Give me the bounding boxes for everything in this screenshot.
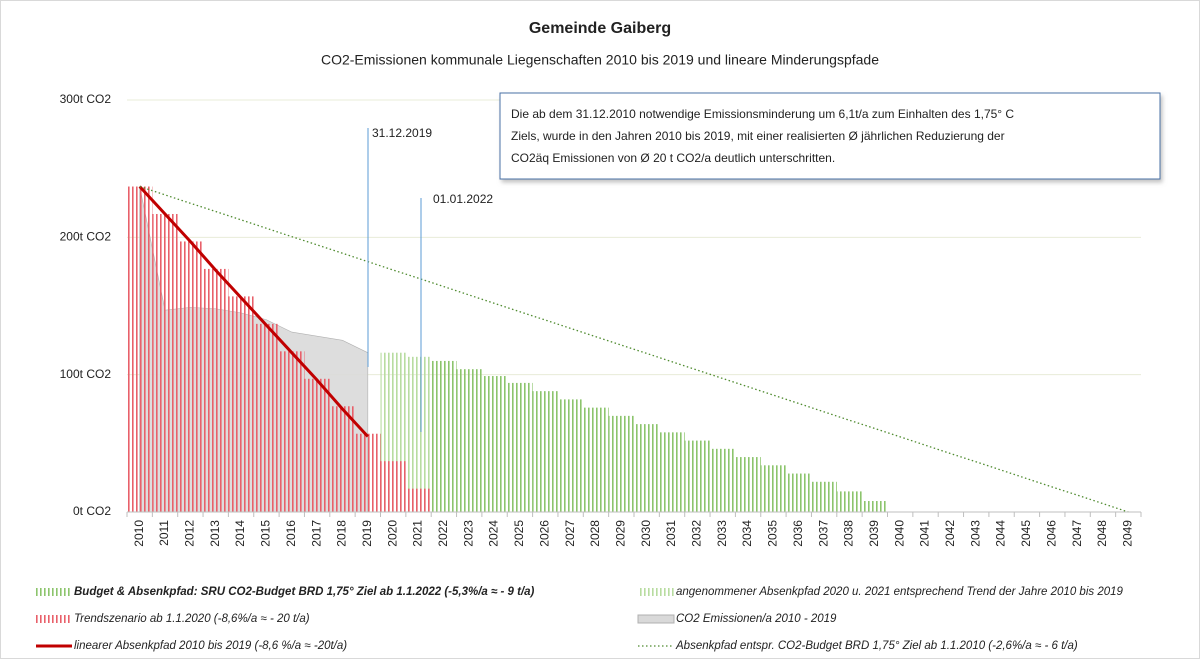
legend-swatch — [637, 614, 675, 624]
note-line: Die ab dem 31.12.2010 notwendige Emissio… — [511, 107, 1014, 121]
bar — [279, 351, 305, 512]
y-tick-label: 100t CO2 — [60, 367, 112, 381]
bar — [760, 465, 787, 512]
x-tick-label: 2048 — [1095, 520, 1109, 547]
x-tick-label: 2024 — [487, 520, 501, 547]
bar — [684, 440, 711, 512]
x-tick-label: 2036 — [791, 520, 805, 547]
x-tick-label: 2035 — [766, 520, 780, 547]
x-tick-label: 2049 — [1120, 520, 1134, 547]
bar — [127, 186, 153, 512]
x-tick-label: 2014 — [233, 520, 247, 547]
bar — [253, 323, 280, 512]
legend: Budget & Absenkpfad: SRU CO2-Budget BRD … — [36, 586, 1124, 652]
y-tick-label: 300t CO2 — [60, 92, 112, 106]
bar — [710, 448, 736, 512]
x-tick-label: 2044 — [994, 520, 1008, 547]
legend-label: Trendszenario ab 1.1.2020 (-8,6%/a ≈ - 2… — [74, 613, 310, 625]
bar — [380, 461, 406, 512]
bar — [355, 433, 381, 512]
x-tick-label: 2026 — [537, 520, 551, 547]
x-tick-label: 2022 — [436, 520, 450, 547]
bar — [507, 382, 533, 512]
x-tick-label: 2023 — [461, 520, 475, 547]
legend-label: angenommener Absenkpfad 2020 u. 2021 ent… — [676, 586, 1124, 598]
bar — [735, 457, 761, 512]
x-tick-label: 2013 — [208, 520, 222, 547]
x-tick-label: 2016 — [284, 520, 298, 547]
legend-swatch — [36, 588, 72, 596]
line — [138, 185, 369, 438]
x-tick-label: 2028 — [588, 520, 602, 547]
bar — [811, 481, 837, 512]
x-tick-label: 2046 — [1044, 520, 1058, 547]
x-tick-label: 2019 — [360, 520, 374, 547]
y-tick-label: 200t CO2 — [60, 230, 112, 244]
x-tick-label: 2030 — [639, 520, 653, 547]
plot-area — [126, 99, 1142, 517]
bar — [532, 391, 558, 512]
x-tick-label: 2031 — [664, 520, 678, 547]
x-tick-label: 2043 — [968, 520, 982, 547]
note-box — [499, 92, 1161, 180]
chart-subtitle: CO2-Emissionen kommunale Liegenschaften … — [321, 52, 879, 68]
y-tick-label: 0t CO2 — [73, 504, 111, 518]
x-tick-label: 2039 — [867, 520, 881, 547]
x-tick-label: 2041 — [918, 520, 932, 547]
bar — [583, 407, 609, 512]
bar — [304, 378, 330, 512]
legend-label: linearer Absenkpfad 2010 bis 2019 (-8,6 … — [74, 640, 347, 652]
legend-swatch — [638, 588, 674, 596]
x-tick-label: 2032 — [690, 520, 704, 547]
x-tick-label: 2015 — [259, 520, 273, 547]
x-tick-label: 2040 — [892, 520, 906, 547]
bar — [557, 399, 584, 512]
bar — [634, 424, 660, 512]
x-tick-label: 2038 — [842, 520, 856, 547]
x-tick-label: 2020 — [385, 520, 399, 547]
x-tick-label: 2033 — [715, 520, 729, 547]
x-tick-label: 2025 — [512, 520, 526, 547]
bar — [228, 296, 254, 512]
legend-label: Absenkpfad entspr. CO2-Budget BRD 1,75° … — [675, 640, 1078, 652]
chart-title: Gemeinde Gaiberg — [529, 20, 671, 37]
bar — [862, 501, 888, 512]
bar — [659, 432, 685, 512]
note-line: CO2äq Emissionen von Ø 20 t CO2/a deutli… — [511, 151, 835, 165]
x-tick-label: 2047 — [1070, 520, 1084, 547]
x-tick-label: 2021 — [411, 520, 425, 547]
annotation-label: 01.01.2022 — [433, 192, 493, 206]
annotation-label: 31.12.2019 — [372, 126, 432, 140]
x-tick-label: 2037 — [816, 520, 830, 547]
note-line: Ziels, wurde in den Jahren 2010 bis 2019… — [511, 129, 1005, 143]
bar — [177, 241, 204, 512]
x-tick-label: 2027 — [563, 520, 577, 547]
x-tick-label: 2029 — [613, 520, 627, 547]
bar — [405, 488, 432, 512]
x-tick-label: 2018 — [335, 520, 349, 547]
x-tick-label: 2042 — [943, 520, 957, 547]
bar — [203, 268, 229, 512]
x-tick-label: 2034 — [740, 520, 754, 547]
bar — [836, 491, 863, 512]
x-tick-label: 2010 — [132, 520, 146, 547]
x-tick-label: 2011 — [157, 520, 171, 546]
x-tick-label: 2012 — [183, 520, 197, 547]
bar — [431, 360, 457, 512]
bar — [481, 376, 508, 512]
bar — [329, 406, 356, 512]
bar — [405, 356, 432, 512]
bar — [152, 213, 178, 512]
line — [139, 185, 1129, 513]
legend-label: CO2 Emissionen/a 2010 - 2019 — [676, 613, 837, 625]
bar — [608, 415, 634, 512]
bar — [786, 473, 812, 512]
x-tick-label: 2017 — [309, 520, 323, 547]
bar — [456, 369, 482, 512]
legend-label: Budget & Absenkpfad: SRU CO2-Budget BRD … — [74, 586, 535, 598]
legend-swatch — [36, 615, 72, 623]
x-tick-label: 2045 — [1019, 520, 1033, 547]
